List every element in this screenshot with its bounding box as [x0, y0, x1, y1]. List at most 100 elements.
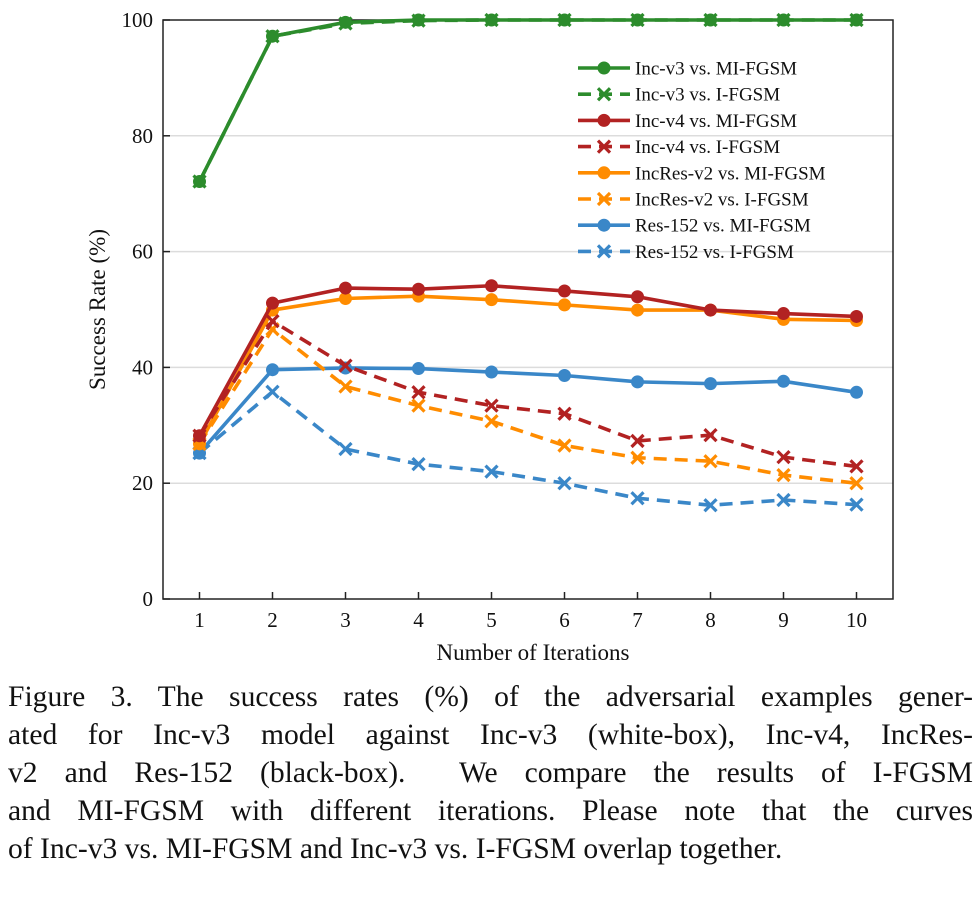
- x-marker-stroke: [484, 398, 499, 413]
- x-marker-stroke: [849, 497, 864, 512]
- data-point: [850, 385, 863, 399]
- data-point: [704, 377, 717, 391]
- data-point: [558, 284, 571, 298]
- data-point: [558, 13, 571, 27]
- legend-label: Res-152 vs. I-FGSM: [635, 242, 794, 263]
- x-marker-stroke: [596, 87, 612, 102]
- data-point: [631, 303, 644, 317]
- data-point: [597, 61, 611, 75]
- data-point: [557, 476, 572, 491]
- data-point: [484, 464, 499, 479]
- data-point: [631, 13, 644, 27]
- data-point: [596, 87, 612, 102]
- series-line: [197, 327, 857, 485]
- data-point: [703, 454, 718, 469]
- data-point: [338, 379, 353, 394]
- data-point: [597, 218, 611, 232]
- legend-label: Inc-v4 vs. MI-FGSM: [635, 111, 797, 132]
- data-point: [596, 139, 612, 154]
- x-tick-label: 8: [705, 608, 716, 632]
- legend-label: Res-152 vs. MI-FGSM: [635, 216, 811, 237]
- data-point: [266, 296, 279, 310]
- legend-label: IncRes-v2 vs. I-FGSM: [635, 190, 809, 211]
- y-tick-label: 80: [132, 124, 153, 148]
- x-axis-title: Number of Iterations: [437, 640, 630, 665]
- series-res-152-vs-mi-fgsm: [193, 361, 863, 460]
- data-point: [193, 429, 206, 443]
- x-marker-stroke: [411, 385, 426, 400]
- x-marker-stroke: [338, 358, 353, 373]
- legend-item: Res-152 vs. I-FGSM: [578, 242, 794, 263]
- x-marker-stroke: [596, 191, 612, 207]
- data-point: [630, 450, 645, 465]
- x-marker-stroke: [849, 459, 864, 474]
- x-marker-stroke: [596, 244, 612, 259]
- x-marker-stroke: [776, 467, 791, 483]
- x-tick-label: 10: [846, 608, 867, 632]
- legend-item: Inc-v4 vs. I-FGSM: [578, 137, 780, 158]
- series-incres-v2-vs-i-fgsm: [192, 322, 864, 491]
- data-point: [849, 497, 864, 512]
- series-group: [192, 12, 864, 513]
- data-point: [630, 491, 645, 506]
- line-chart: 0 20 40 60 80 100 1 2 3 4 5 6 7 8 9 10 Number of Iterati…: [85, 8, 894, 665]
- data-point: [412, 282, 425, 296]
- caption-line: of Inc-v3 vs. MI-FGSM and Inc-v3 vs. I-F…: [8, 833, 783, 865]
- series-line: [198, 389, 857, 508]
- y-tick-label: 40: [132, 355, 153, 379]
- x-marker-stroke: [338, 441, 353, 457]
- data-point: [849, 476, 864, 491]
- legend-item: Res-152 vs. MI-FGSM: [578, 216, 811, 237]
- caption-line: Figure 3. The success rates (%) of the a…: [8, 681, 973, 713]
- data-point: [596, 191, 612, 207]
- x-marker-stroke: [557, 476, 572, 491]
- x-marker-stroke: [703, 454, 718, 469]
- data-point: [266, 363, 279, 377]
- x-marker-stroke: [484, 464, 499, 479]
- data-point: [776, 467, 791, 483]
- data-point: [265, 313, 280, 329]
- x-marker-stroke: [338, 379, 353, 394]
- x-tick-label: 6: [559, 608, 570, 632]
- series-res-152-vs-i-fgsm: [192, 384, 864, 513]
- legend-label: Inc-v3 vs. I-FGSM: [635, 85, 780, 106]
- legend-label: Inc-v3 vs. MI-FGSM: [635, 59, 797, 80]
- data-point: [338, 441, 353, 457]
- x-tick-label: 2: [267, 608, 278, 632]
- x-marker-stroke: [596, 139, 612, 154]
- x-tick-label: 3: [340, 608, 351, 632]
- legend-label: Inc-v4 vs. I-FGSM: [635, 137, 780, 158]
- data-point: [485, 13, 498, 27]
- data-point: [776, 450, 791, 465]
- axis-ticks: 0 20 40 60 80 100 1 2 3 4 5 6 7 8 9 10: [122, 8, 868, 632]
- series-inc-v4-vs-i-fgsm: [192, 313, 864, 474]
- series-line: [197, 283, 857, 437]
- data-point: [850, 13, 863, 27]
- data-point: [703, 428, 718, 443]
- data-point: [193, 175, 206, 189]
- y-tick-label: 60: [132, 240, 153, 264]
- x-marker-stroke: [849, 476, 864, 491]
- series-line: [197, 319, 857, 469]
- data-point: [777, 13, 790, 27]
- x-marker-stroke: [411, 456, 426, 472]
- x-marker-stroke: [557, 438, 572, 453]
- data-point: [484, 414, 499, 429]
- data-point: [776, 492, 791, 508]
- x-tick-label: 4: [413, 608, 424, 632]
- series-line: [197, 294, 857, 445]
- legend: Inc-v3 vs. MI-FGSM Inc-v3 vs. I-FGSM Inc-v…: [578, 59, 826, 263]
- data-point: [849, 459, 864, 474]
- legend-item: Inc-v3 vs. I-FGSM: [578, 85, 780, 106]
- x-marker-stroke: [411, 398, 426, 413]
- x-marker-stroke: [703, 428, 718, 443]
- x-tick-label: 1: [194, 608, 205, 632]
- data-point: [411, 398, 426, 413]
- x-tick-label: 7: [632, 608, 643, 632]
- data-point: [597, 113, 611, 127]
- data-point: [777, 374, 790, 388]
- data-point: [557, 438, 572, 453]
- caption-line: v2 and Res-152 (black-box). We compare t…: [8, 757, 973, 789]
- x-tick-label: 5: [486, 608, 497, 632]
- data-point: [704, 13, 717, 27]
